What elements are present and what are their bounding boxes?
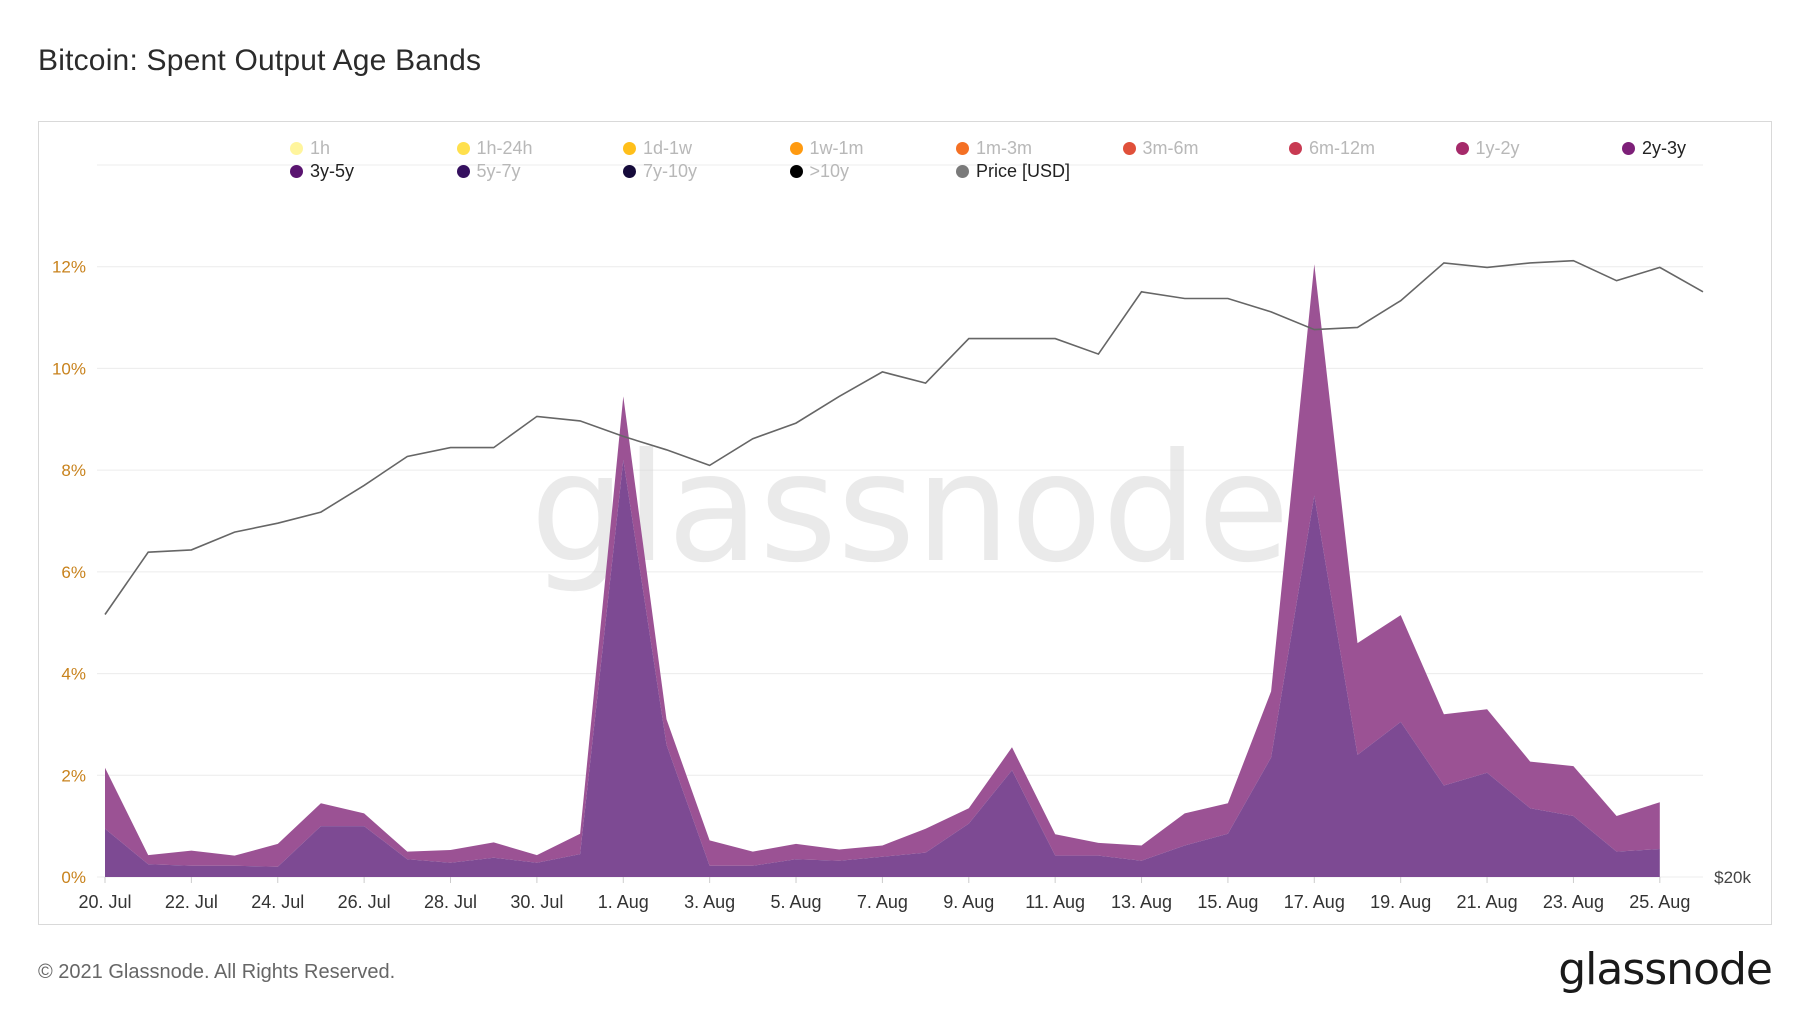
x-tick-label: 28. Jul bbox=[424, 892, 477, 912]
legend-item[interactable]: 7y-10y bbox=[623, 161, 697, 182]
legend-label: Price [USD] bbox=[976, 161, 1071, 181]
legend-label: 6m-12m bbox=[1309, 138, 1376, 158]
x-tick-label: 26. Jul bbox=[338, 892, 391, 912]
legend-item[interactable]: >10y bbox=[789, 161, 850, 182]
legend-label: 1h bbox=[310, 138, 331, 158]
x-tick-label: 7. Aug bbox=[857, 892, 908, 912]
price-line bbox=[104, 259, 1704, 615]
y-tick-label: 0% bbox=[61, 868, 86, 887]
y-tick-label: 12% bbox=[52, 258, 86, 277]
x-tick-label: 20. Jul bbox=[78, 892, 131, 912]
x-tick-label: 13. Aug bbox=[1111, 892, 1172, 912]
y-tick-label: 6% bbox=[61, 563, 86, 582]
x-tick-label: 22. Jul bbox=[165, 892, 218, 912]
legend-item[interactable]: 1m-3m bbox=[956, 138, 1032, 159]
legend-label: 7y-10y bbox=[643, 161, 698, 181]
x-tick-label: 24. Jul bbox=[251, 892, 304, 912]
x-tick-label: 1. Aug bbox=[598, 892, 649, 912]
legend-dot-icon bbox=[290, 165, 303, 178]
x-axis: 20. Jul 22. Jul 24. Jul 26. Jul 28. Jul 30. J… bbox=[78, 877, 1690, 912]
area-series bbox=[105, 264, 1660, 877]
legend-item[interactable]: 2y-3y bbox=[1622, 138, 1686, 159]
legend-label: 3y-5y bbox=[310, 161, 355, 181]
legend-item[interactable]: 5y-7y bbox=[456, 161, 521, 182]
x-tick-label: 19. Aug bbox=[1370, 892, 1431, 912]
y-tick-label: 10% bbox=[52, 359, 86, 378]
x-tick-label: 17. Aug bbox=[1284, 892, 1345, 912]
legend-label: 1w-1m bbox=[809, 138, 864, 158]
area-3y-5y bbox=[105, 460, 1660, 877]
y2-tick-label: $20k bbox=[1714, 868, 1751, 887]
legend-item[interactable]: 1y-2y bbox=[1455, 138, 1520, 159]
legend-label: 1y-2y bbox=[1475, 138, 1520, 158]
legend-item[interactable]: 1h-24h bbox=[456, 138, 533, 159]
legend-dot-icon bbox=[456, 165, 470, 178]
x-tick-label: 5. Aug bbox=[771, 892, 822, 912]
price-series bbox=[104, 259, 1704, 615]
legend-dot-icon bbox=[956, 142, 969, 155]
legend-label: 3m-6m bbox=[1142, 138, 1199, 158]
legend-item[interactable]: 1w-1m bbox=[789, 138, 864, 159]
legend-item[interactable]: 3y-5y bbox=[290, 161, 354, 182]
y-tick-label: 4% bbox=[61, 665, 86, 684]
x-tick-label: 23. Aug bbox=[1543, 892, 1604, 912]
legend-dot-icon bbox=[789, 142, 803, 155]
y-tick-label: 2% bbox=[61, 766, 86, 785]
x-tick-label: 9. Aug bbox=[943, 892, 994, 912]
legend-item[interactable]: 1h bbox=[290, 138, 330, 159]
legend-dot-icon bbox=[1455, 142, 1469, 155]
legend-dot-icon bbox=[1289, 142, 1302, 155]
x-tick-label: 30. Jul bbox=[510, 892, 563, 912]
legend-dot-icon bbox=[623, 165, 636, 178]
legend-label: 1d-1w bbox=[643, 138, 693, 158]
chart-title: Bitcoin: Spent Output Age Bands bbox=[38, 44, 482, 77]
x-tick-label: 25. Aug bbox=[1629, 892, 1690, 912]
copyright-footer: © 2021 Glassnode. All Rights Reserved. bbox=[38, 961, 396, 983]
legend-label: 1m-3m bbox=[976, 138, 1033, 158]
area-2y-3y bbox=[105, 264, 1660, 867]
legend-dot-icon bbox=[789, 165, 803, 178]
legend-item[interactable]: 3m-6m bbox=[1122, 138, 1199, 159]
legend-label: >10y bbox=[809, 161, 850, 181]
legend-item[interactable]: 6m-12m bbox=[1289, 138, 1375, 159]
legend-dot-icon bbox=[956, 165, 969, 178]
legend-label: 2y-3y bbox=[1642, 138, 1687, 158]
watermark-text: glassnode bbox=[530, 422, 1289, 596]
legend-label: 1h-24h bbox=[476, 138, 533, 158]
x-tick-label: 15. Aug bbox=[1197, 892, 1258, 912]
legend-label: 5y-7y bbox=[476, 161, 521, 181]
brand-logo: glassnode bbox=[1558, 944, 1773, 995]
legend-dot-icon bbox=[290, 142, 303, 155]
y-tick-label: 8% bbox=[61, 461, 86, 480]
legend-item[interactable]: 1d-1w bbox=[623, 138, 692, 159]
legend-dot-icon bbox=[623, 142, 636, 155]
legend-dot-icon bbox=[1122, 142, 1136, 155]
legend-dot-icon bbox=[1622, 142, 1635, 155]
x-tick-label: 11. Aug bbox=[1025, 892, 1085, 912]
x-tick-label: 3. Aug bbox=[684, 892, 735, 912]
legend-item[interactable]: Price [USD] bbox=[956, 161, 1070, 182]
x-tick-label: 21. Aug bbox=[1457, 892, 1518, 912]
legend-dot-icon bbox=[456, 142, 470, 155]
y-axis: 0% 2% 4% 6% 8% 10% 12% $20k bbox=[52, 258, 1752, 887]
chart-frame bbox=[38, 121, 1772, 925]
